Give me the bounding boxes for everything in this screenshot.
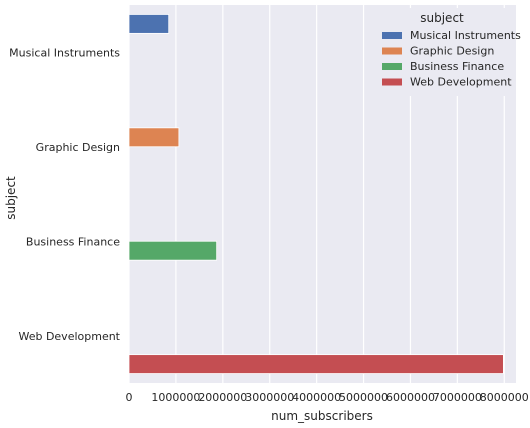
y-tick-labels: Musical Instruments Graphic Design Busines… (9, 46, 121, 343)
x-tick-label: 0 (126, 391, 133, 404)
legend-entry: Musical Instruments (410, 29, 521, 42)
legend-box (374, 8, 510, 96)
y-tick-label: Business Finance (26, 235, 120, 248)
x-tick-label: 5000000 (339, 391, 388, 404)
y-tick-label: Musical Instruments (9, 46, 120, 59)
x-tick-labels: 0 100000020000003000000400000050000006000… (126, 391, 529, 404)
x-tick-label: 8000000 (480, 391, 529, 404)
y-axis-label: subject (4, 176, 18, 220)
legend-entry: Web Development (410, 76, 512, 89)
x-axis-label: num_subscribers (271, 409, 373, 423)
x-tick-label: 1000000 (151, 391, 200, 404)
x-tick-label: 7000000 (433, 391, 482, 404)
bars (128, 14, 504, 374)
legend-swatch (382, 32, 402, 39)
x-tick-label: 2000000 (198, 391, 247, 404)
legend-swatch (382, 78, 402, 86)
legend-swatch (382, 47, 402, 55)
legend-title: subject (420, 11, 464, 25)
bar (128, 127, 180, 148)
bar (128, 240, 218, 261)
y-tick-label: Graphic Design (36, 141, 120, 154)
legend-swatch (382, 63, 402, 70)
x-tick-label: 4000000 (292, 391, 341, 404)
bar (128, 354, 504, 374)
legend-entry: Business Finance (410, 60, 504, 73)
legend: subject Musical Instruments Graphic Desig… (374, 8, 521, 96)
legend-items: Musical Instruments Graphic Design Busines… (382, 29, 521, 89)
x-tick-label: 6000000 (386, 391, 435, 404)
legend-entry: Graphic Design (410, 45, 494, 58)
bar (128, 14, 170, 34)
y-tick-label: Web Development (18, 330, 120, 343)
x-tick-label: 3000000 (245, 391, 294, 404)
